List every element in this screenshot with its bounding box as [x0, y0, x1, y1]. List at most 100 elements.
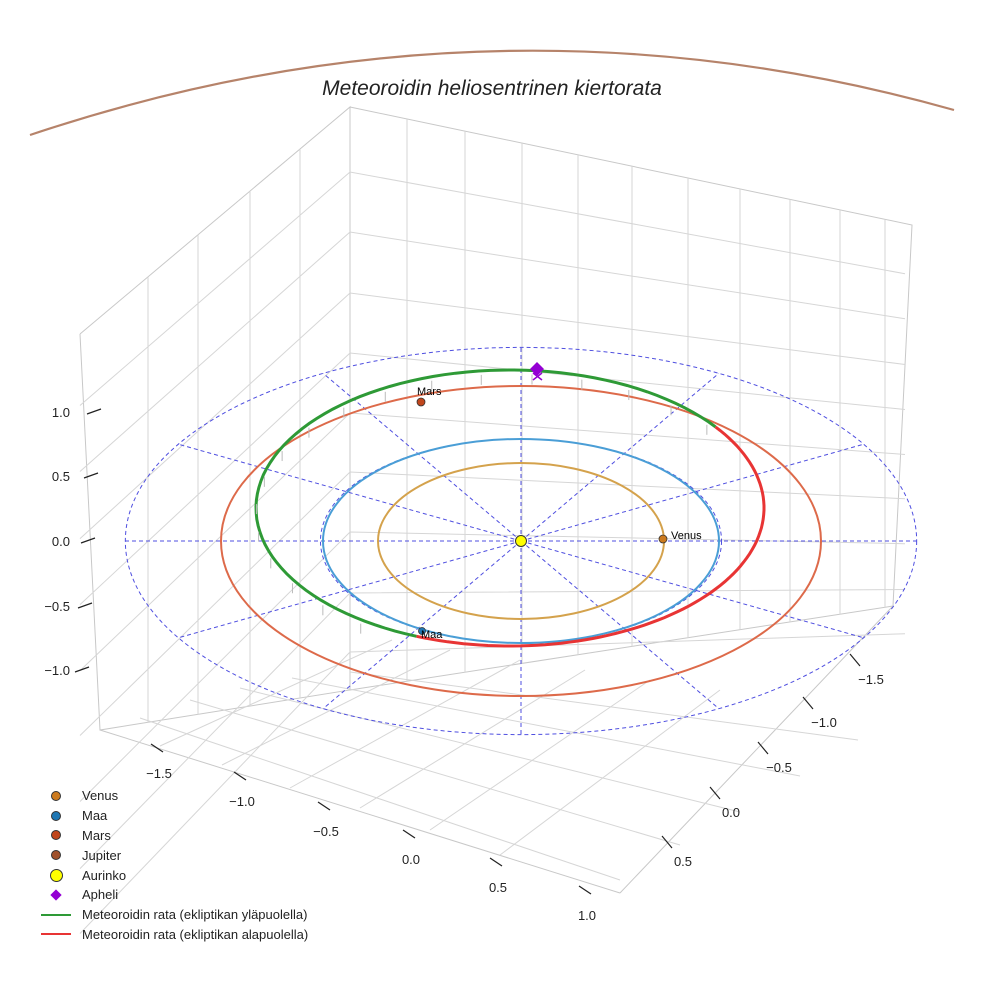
grid-line-h-1 [79, 231, 906, 472]
legend-label: Meteoroidin rata (ekliptikan yläpuolella… [82, 907, 308, 923]
apheli-projection-x [532, 372, 543, 381]
ecliptic-spoke-5 [178, 540, 522, 639]
floor-edge-front [99, 729, 621, 894]
legend-item: Venus [40, 786, 308, 806]
grid-line-h-3 [79, 352, 906, 605]
legend-label: Apheli [82, 887, 119, 903]
meteoroid-orbit [254, 368, 766, 648]
grid-line-h-8 [79, 633, 906, 934]
legend-label: Mars [82, 827, 111, 843]
z-tick-label-2: 0.0 [52, 534, 70, 549]
legend: Venus Maa Mars Jupiter Aurinko Apheli Meteoroi… [40, 786, 308, 944]
floor-edge-right [619, 605, 894, 894]
z-tick-label-4: 1.0 [52, 405, 70, 420]
x-tick-label-1: −1.0 [229, 794, 255, 809]
planet-orbits [220, 385, 822, 697]
jupiter-orbit-arc [29, 49, 955, 137]
z-tick-1 [77, 602, 93, 609]
ecliptic-spoke-7 [178, 443, 522, 542]
legend-item: Maa [40, 806, 308, 826]
grid-line-floor-b-1 [189, 699, 681, 846]
ecliptic-spoke-1 [520, 540, 864, 639]
legend-swatch [40, 809, 72, 823]
mars-label: Mars [417, 386, 442, 398]
y-tick-label-4: 0.5 [674, 854, 692, 869]
z-tick-0 [74, 666, 90, 673]
grid-line-floor-b-0 [139, 717, 621, 881]
x-tick-0 [150, 743, 164, 753]
grid-line-floor-b-3 [291, 677, 801, 777]
axis-ticks: −1.0 −0.5 0.0 0.5 1.0 −1.5 −1.0 −0.5 0.0 0.5 1.0 −1… [44, 405, 884, 923]
y-tick-4 [661, 835, 673, 849]
legend-item: Meteoroidin rata (ekliptikan yläpuolella… [40, 905, 308, 925]
legend-dot-icon [51, 830, 61, 841]
maa-marker [418, 627, 426, 635]
legend-swatch [40, 828, 72, 842]
grid-line-h-0 [79, 171, 906, 406]
ecliptic-spoke-11 [520, 443, 864, 542]
z-tick-label-1: −0.5 [44, 599, 70, 614]
legend-diamond-icon [50, 889, 62, 901]
x-tick-label-3: 0.0 [402, 852, 420, 867]
y-tick-0 [849, 653, 861, 667]
maa-orbit [322, 438, 720, 644]
venus-label: Venus [671, 530, 702, 542]
legend-swatch [40, 868, 72, 882]
ecliptic-spoke-2 [520, 540, 720, 710]
x-tick-2 [317, 801, 331, 811]
venus-marker [658, 534, 668, 544]
ecliptic-spoke-10 [520, 372, 720, 542]
grid-line-floor-2 [289, 659, 521, 789]
jupiter-orbit [29, 49, 955, 137]
chart-title: Meteoroidin heliosentrinen kiertorata [322, 77, 662, 100]
x-tick-3 [402, 829, 416, 839]
legend-swatch [40, 888, 72, 902]
grid-line-floor-0 [159, 639, 393, 747]
z-tick-2 [80, 537, 96, 544]
markers: Venus Mars Maa [416, 362, 702, 641]
aurinko-marker [515, 535, 527, 547]
y-tick-label-0: −1.5 [858, 672, 884, 687]
legend-label: Maa [82, 808, 108, 824]
grid-line-floor-3 [359, 669, 586, 809]
left-pane-edge [79, 105, 351, 731]
x-tick-label-4: 0.5 [489, 880, 507, 895]
legend-item: Meteoroidin rata (ekliptikan alapuolella… [40, 925, 308, 945]
z-tick-label-0: −1.0 [44, 663, 70, 678]
legend-item: Jupiter [40, 845, 308, 865]
grid-line-h-2 [79, 292, 906, 539]
legend-item: Mars [40, 826, 308, 846]
legend-swatch [40, 789, 72, 803]
x-tick-1 [233, 771, 247, 781]
grid-line-floor-4 [429, 679, 651, 831]
grid-line-floor-b-4 [349, 671, 859, 741]
x-tick-5 [578, 885, 592, 895]
y-tick-3 [709, 786, 721, 800]
legend-dot-icon [51, 810, 61, 821]
mars-marker [416, 397, 426, 407]
grid-line-h-6 [79, 531, 906, 802]
x-tick-label-2: −0.5 [313, 824, 339, 839]
legend-label: Aurinko [82, 867, 127, 883]
z-tick-3 [83, 472, 99, 479]
ecliptic-spoke-8 [322, 372, 522, 542]
x-tick-4 [489, 857, 503, 867]
grid-line-h-5 [79, 471, 906, 736]
legend-line-icon [41, 913, 71, 916]
legend-dot-icon [51, 790, 61, 801]
legend-item: Aurinko [40, 865, 308, 885]
z-tick-4 [86, 408, 102, 415]
legend-swatch [40, 848, 72, 862]
meteoroid-orbit-below [416, 425, 766, 648]
y-tick-label-2: −0.5 [766, 760, 792, 775]
y-tick-label-1: −1.0 [811, 715, 837, 730]
legend-line-icon [41, 933, 71, 936]
grid-line-floor-1 [221, 649, 451, 766]
legend-label: Venus [82, 788, 119, 804]
x-tick-label-5: 1.0 [578, 908, 596, 923]
legend-label: Meteoroidin rata (ekliptikan alapuolella… [82, 926, 309, 942]
y-tick-label-3: 0.0 [722, 805, 740, 820]
ecliptic-spoke-4 [322, 540, 522, 710]
grid-line-floor-5 [499, 689, 721, 856]
